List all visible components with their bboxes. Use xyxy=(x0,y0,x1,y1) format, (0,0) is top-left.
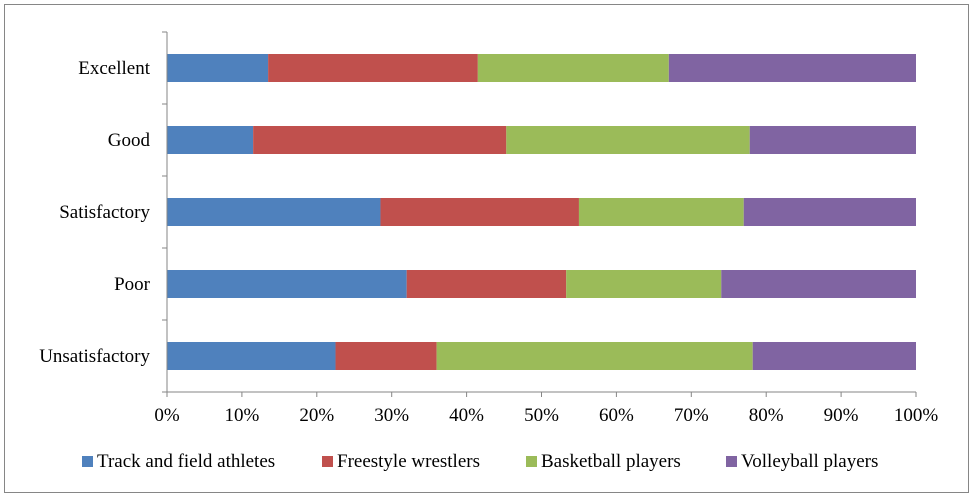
plot-area xyxy=(167,54,916,370)
bar-unsatisfactory-track-and-field-athletes xyxy=(167,342,336,370)
category-label: Good xyxy=(108,130,151,151)
x-tick-label: 10% xyxy=(224,405,259,426)
bar-satisfactory-freestyle-wrestlers xyxy=(380,198,579,226)
legend-swatch xyxy=(322,456,333,467)
category-label: Unsatisfactory xyxy=(39,346,150,367)
bar-satisfactory-track-and-field-athletes xyxy=(167,198,381,226)
legend-swatch xyxy=(726,456,737,467)
x-tick-label: 0% xyxy=(154,405,180,426)
bar-good-freestyle-wrestlers xyxy=(253,126,507,154)
legend-swatch xyxy=(526,456,537,467)
category-label: Poor xyxy=(114,274,151,295)
bar-poor-freestyle-wrestlers xyxy=(406,270,567,298)
bar-satisfactory-basketball-players xyxy=(578,198,744,226)
x-tick-label: 60% xyxy=(599,405,634,426)
bar-poor-basketball-players xyxy=(566,270,722,298)
legend-label: Basketball players xyxy=(541,451,681,472)
x-tick-label: 20% xyxy=(299,405,334,426)
bar-poor-volleyball-players xyxy=(721,270,916,298)
legend-swatch xyxy=(82,456,93,467)
bar-good-track-and-field-athletes xyxy=(167,126,254,154)
legend: Track and field athletes Freestyle wrestl… xyxy=(82,451,878,472)
y-axis: Excellent Good Satisfactory Poor Unsatisfact… xyxy=(39,31,168,393)
bar-excellent-freestyle-wrestlers xyxy=(268,54,478,82)
x-tick-label: 50% xyxy=(524,405,559,426)
bar-good-volleyball-players xyxy=(749,126,916,154)
x-tick-label: 90% xyxy=(824,405,859,426)
category-label: Excellent xyxy=(78,58,150,79)
bar-unsatisfactory-basketball-players xyxy=(436,342,753,370)
legend-label: Volleyball players xyxy=(741,451,878,472)
x-tick-label: 30% xyxy=(374,405,409,426)
bar-unsatisfactory-volleyball-players xyxy=(752,342,916,370)
legend-label: Freestyle wrestlers xyxy=(337,451,480,472)
category-label: Satisfactory xyxy=(59,202,150,223)
bar-good-basketball-players xyxy=(506,126,750,154)
x-tick-label: 100% xyxy=(894,405,939,426)
bar-excellent-volleyball-players xyxy=(668,54,916,82)
legend-label: Track and field athletes xyxy=(97,451,275,472)
x-axis: 0% 10% 20% 30% 40% 50% 60% 70% 80% 90% 100% xyxy=(154,391,939,426)
bar-poor-track-and-field-athletes xyxy=(167,270,407,298)
x-tick-label: 70% xyxy=(674,405,709,426)
x-tick-label: 80% xyxy=(749,405,784,426)
bar-unsatisfactory-freestyle-wrestlers xyxy=(335,342,437,370)
bar-satisfactory-volleyball-players xyxy=(743,198,916,226)
bar-excellent-basketball-players xyxy=(477,54,669,82)
bar-excellent-track-and-field-athletes xyxy=(167,54,269,82)
x-tick-label: 40% xyxy=(449,405,484,426)
